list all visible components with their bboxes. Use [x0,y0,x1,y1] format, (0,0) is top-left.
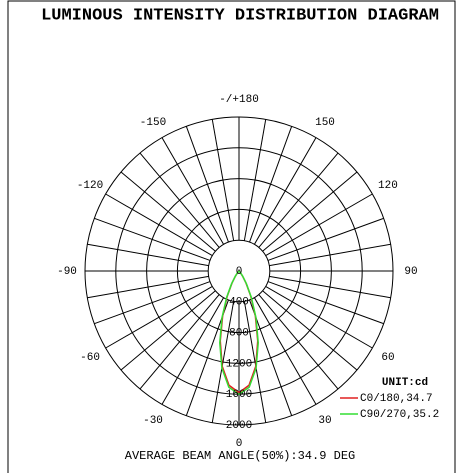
angle-tick-label: -30 [143,415,163,427]
angle-tick-label: 60 [381,352,394,364]
footer: AVERAGE BEAM ANGLE(50%):34.9 DEG [125,449,355,463]
ring [207,239,271,303]
angle-tick-label: -120 [77,180,103,192]
angle-tick-label: 150 [315,117,335,129]
r-tick-label: 800 [229,328,249,340]
angle-tick-label: 120 [378,180,398,192]
legend-label: C0/180,34.7 [360,393,433,405]
angle-tick-label: 0 [236,438,243,450]
r-tick-label: 1600 [226,389,252,401]
r-tick-label: 0 [236,266,243,278]
legend-label: C90/270,35.2 [360,409,439,421]
angle-tick-label: -/+180 [219,94,259,106]
angle-tick-label: -60 [80,352,100,364]
r-tick-label: 400 [229,297,249,309]
r-tick-label: 2000 [226,420,252,432]
angle-tick-label: -150 [140,117,166,129]
angle-tick-label: -90 [57,266,77,278]
intensity-curve [219,269,259,396]
ring [146,178,332,364]
r-tick-label: 1200 [226,358,252,370]
ring [84,116,394,426]
chart-title: LUMINOUS INTENSITY DISTRIBUTION DIAGRAM [41,6,439,25]
ring [176,208,302,334]
frame [7,0,456,473]
unit-label: UNIT:cd [382,377,428,389]
angle-tick-label: 30 [318,415,331,427]
angle-tick-label: 90 [404,266,417,278]
